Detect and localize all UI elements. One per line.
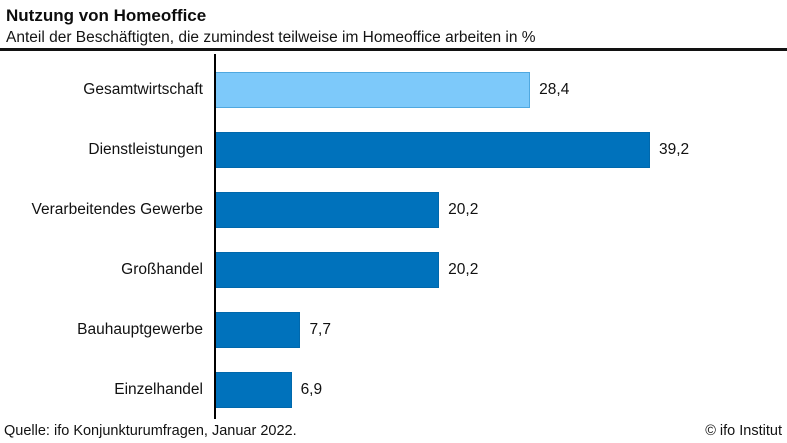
value-label: 28,4 [539,81,570,98]
header-divider [0,48,787,51]
bar-row: Bauhauptgewerbe 7,7 [0,300,787,360]
y-axis-line [214,54,216,419]
chart-header: Nutzung von Homeoffice Anteil der Beschä… [0,0,787,48]
category-label: Großhandel [121,261,203,278]
bar [215,312,301,348]
value-label: 20,2 [448,261,479,278]
category-label: Bauhauptgewerbe [77,321,203,338]
bar-row: Gesamtwirtschaft 28,4 [0,60,787,120]
source-note: Quelle: ifo Konjunkturumfragen, Januar 2… [4,423,297,439]
bar-row: Großhandel 20,2 [0,240,787,300]
bar-row: Einzelhandel 6,9 [0,360,787,420]
bar [215,372,292,408]
copyright-note: © ifo Institut [705,423,782,439]
bar [215,192,440,228]
bar-rows-container: Gesamtwirtschaft 28,4 Dienstleistungen 39,2… [0,60,787,420]
category-label: Verarbeitendes Gewerbe [31,201,203,218]
bar [215,72,531,108]
category-label: Dienstleistungen [88,141,203,158]
chart-footer: Quelle: ifo Konjunkturumfragen, Januar 2… [0,418,787,443]
bar-chart: Gesamtwirtschaft 28,4 Dienstleistungen 39,2… [0,51,787,420]
bar-row: Verarbeitendes Gewerbe 20,2 [0,180,787,240]
value-label: 7,7 [309,321,331,338]
chart-title: Nutzung von Homeoffice [6,6,207,25]
category-label: Gesamtwirtschaft [83,81,203,98]
value-label: 20,2 [448,201,479,218]
category-label: Einzelhandel [114,381,203,398]
bar-row: Dienstleistungen 39,2 [0,120,787,180]
chart-subtitle: Anteil der Beschäftigten, die zumindest … [6,29,536,47]
value-label: 6,9 [300,381,323,398]
value-label: 39,2 [659,141,690,158]
bar [215,132,650,168]
bar [215,252,440,288]
